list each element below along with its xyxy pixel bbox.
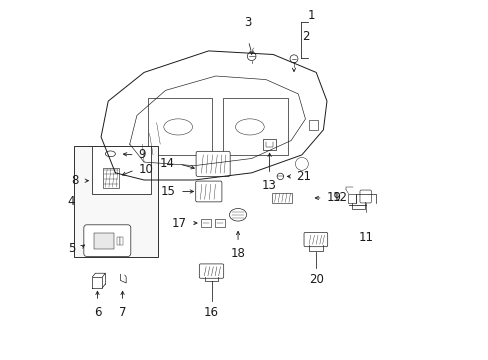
Bar	[348, 194, 355, 203]
Bar	[215, 220, 224, 226]
Text: 21: 21	[296, 170, 310, 183]
Text: 6: 6	[94, 306, 101, 319]
Text: 2: 2	[301, 30, 309, 43]
Text: 1: 1	[307, 9, 314, 22]
Bar	[223, 98, 287, 155]
Bar	[120, 237, 123, 245]
Text: 9: 9	[138, 148, 145, 161]
Text: 12: 12	[332, 192, 347, 204]
FancyBboxPatch shape	[304, 232, 327, 247]
Text: 5: 5	[68, 242, 75, 255]
FancyBboxPatch shape	[83, 225, 131, 256]
Text: 19: 19	[326, 192, 341, 204]
Text: 18: 18	[230, 247, 245, 260]
Bar	[308, 120, 317, 130]
Text: 8: 8	[71, 174, 79, 187]
Bar	[74, 146, 158, 257]
Bar	[271, 193, 291, 203]
Bar	[92, 146, 151, 194]
Bar	[147, 98, 212, 155]
Text: 11: 11	[358, 231, 373, 244]
FancyBboxPatch shape	[195, 181, 222, 202]
Bar	[201, 220, 210, 226]
Text: 3: 3	[244, 17, 251, 30]
Text: 13: 13	[261, 179, 276, 192]
Text: 16: 16	[203, 306, 219, 319]
Text: 15: 15	[161, 185, 175, 198]
Bar	[94, 233, 113, 249]
Text: 10: 10	[138, 163, 153, 176]
Bar	[117, 237, 120, 245]
FancyBboxPatch shape	[359, 190, 371, 203]
Bar	[263, 139, 276, 149]
Bar	[102, 168, 119, 188]
FancyBboxPatch shape	[196, 151, 230, 176]
Text: 4: 4	[67, 195, 74, 208]
Text: 7: 7	[119, 306, 126, 319]
Text: 14: 14	[160, 157, 175, 170]
FancyBboxPatch shape	[199, 264, 223, 278]
Text: 20: 20	[308, 273, 323, 285]
Text: 17: 17	[172, 216, 187, 230]
